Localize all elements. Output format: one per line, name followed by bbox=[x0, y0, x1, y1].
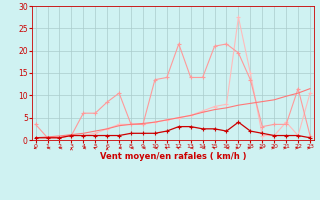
X-axis label: Vent moyen/en rafales ( km/h ): Vent moyen/en rafales ( km/h ) bbox=[100, 152, 246, 161]
